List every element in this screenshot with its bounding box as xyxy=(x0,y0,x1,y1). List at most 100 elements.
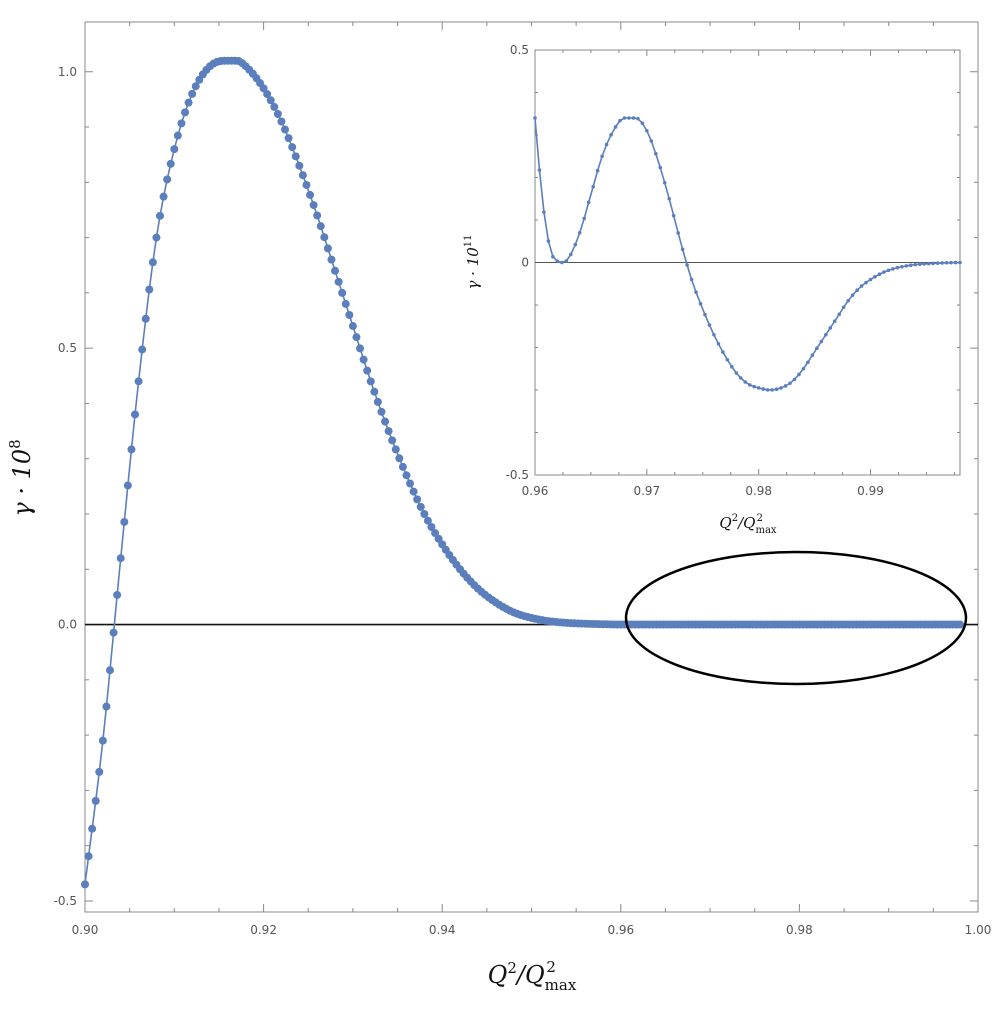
data-point xyxy=(266,96,275,105)
y-tick-label: 0.5 xyxy=(58,341,77,355)
data-point xyxy=(427,523,436,532)
x-tick-label: 0.98 xyxy=(745,484,772,498)
data-point xyxy=(662,180,667,185)
main-y-axis-label-sup: 8 xyxy=(6,439,24,449)
data-point xyxy=(406,479,415,488)
data-point xyxy=(940,261,944,265)
data-point xyxy=(98,736,107,745)
data-point xyxy=(273,109,282,118)
data-point xyxy=(309,201,318,210)
inset-chart: 0.96 0.97 0.98 0.99 -0.5 0 0.5 xyxy=(506,43,962,498)
inset-x-axis-label-sub: max xyxy=(755,525,776,536)
data-point xyxy=(783,384,788,388)
inset-x-axis-label-sup: 2 xyxy=(732,513,738,524)
data-point xyxy=(373,397,382,406)
data-point xyxy=(555,259,560,264)
data-point xyxy=(409,487,418,496)
data-point xyxy=(935,261,940,265)
data-point xyxy=(188,89,197,98)
main-ticks xyxy=(84,22,979,912)
y-tick-label: 0.0 xyxy=(58,618,77,632)
data-point xyxy=(106,666,114,675)
data-point xyxy=(116,554,125,563)
data-point xyxy=(591,184,595,189)
data-point xyxy=(806,360,810,365)
data-point xyxy=(560,260,564,265)
data-point xyxy=(770,388,774,392)
data-point xyxy=(181,108,190,117)
x-tick-label: 0.99 xyxy=(857,484,884,498)
data-point xyxy=(277,117,286,126)
data-point xyxy=(846,298,850,303)
data-point xyxy=(423,516,432,525)
data-point xyxy=(832,319,837,323)
data-point xyxy=(908,263,913,268)
data-point xyxy=(747,383,752,387)
data-point xyxy=(613,125,618,129)
data-point xyxy=(725,357,730,362)
data-point xyxy=(134,377,143,386)
inset-y-axis-label-base: γ · 10 xyxy=(464,247,482,290)
data-point xyxy=(191,82,200,91)
main-x-axis-label-sup: 2 xyxy=(507,959,517,977)
x-tick-label: 0.94 xyxy=(429,923,456,937)
data-point xyxy=(595,168,600,173)
data-point xyxy=(738,376,743,380)
data-point xyxy=(600,154,604,159)
inset-series-points xyxy=(533,116,962,392)
data-point xyxy=(582,216,587,221)
data-point xyxy=(653,151,658,156)
data-point xyxy=(931,261,935,266)
data-point xyxy=(173,131,182,140)
data-point xyxy=(88,824,97,833)
data-point xyxy=(313,211,322,220)
main-series-points xyxy=(81,56,965,889)
data-point xyxy=(113,590,122,599)
data-point xyxy=(102,702,111,711)
data-point xyxy=(123,481,132,490)
data-point xyxy=(864,280,868,285)
data-point xyxy=(81,880,89,889)
data-point xyxy=(956,620,965,629)
data-point xyxy=(823,332,828,337)
data-point xyxy=(886,268,891,273)
data-point xyxy=(166,159,175,168)
main-x-axis-label-sep: /Q xyxy=(515,961,545,989)
y-tick-label: 0.5 xyxy=(510,43,529,57)
data-point xyxy=(667,196,672,201)
inset-x-axis-label-base: Q xyxy=(719,514,731,532)
inset-y-axis-label-sup: 11 xyxy=(463,234,474,247)
data-point xyxy=(859,284,864,288)
data-point xyxy=(416,502,425,511)
data-point xyxy=(779,386,783,390)
data-point xyxy=(127,445,136,454)
data-point xyxy=(363,366,372,375)
data-point xyxy=(904,264,909,268)
data-point xyxy=(109,628,118,637)
data-point xyxy=(707,323,712,327)
data-point xyxy=(743,380,748,384)
data-point xyxy=(573,242,578,247)
data-point xyxy=(797,372,801,377)
main-y-axis-label-base: γ · 10 xyxy=(8,449,36,517)
inset-x-axis-label: Q2/Qmax2 xyxy=(719,513,776,536)
data-point xyxy=(331,266,340,275)
data-point xyxy=(348,322,357,331)
data-point xyxy=(604,142,609,147)
data-point xyxy=(542,210,546,214)
data-point xyxy=(636,116,640,121)
data-point xyxy=(953,260,958,265)
data-point xyxy=(837,312,842,317)
data-point xyxy=(752,384,757,389)
data-point xyxy=(622,116,627,120)
data-point xyxy=(649,139,654,143)
x-tick-label: 0.97 xyxy=(633,484,660,498)
data-point xyxy=(841,305,846,310)
x-tick-label: 0.98 xyxy=(786,923,813,937)
data-point xyxy=(819,339,824,344)
data-point xyxy=(84,852,93,861)
main-chart: 0.90 0.92 0.94 0.96 0.98 1.00 -0.5 0.0 0.5 1.0 xyxy=(54,21,991,937)
data-point xyxy=(546,239,551,243)
data-point xyxy=(398,462,407,471)
